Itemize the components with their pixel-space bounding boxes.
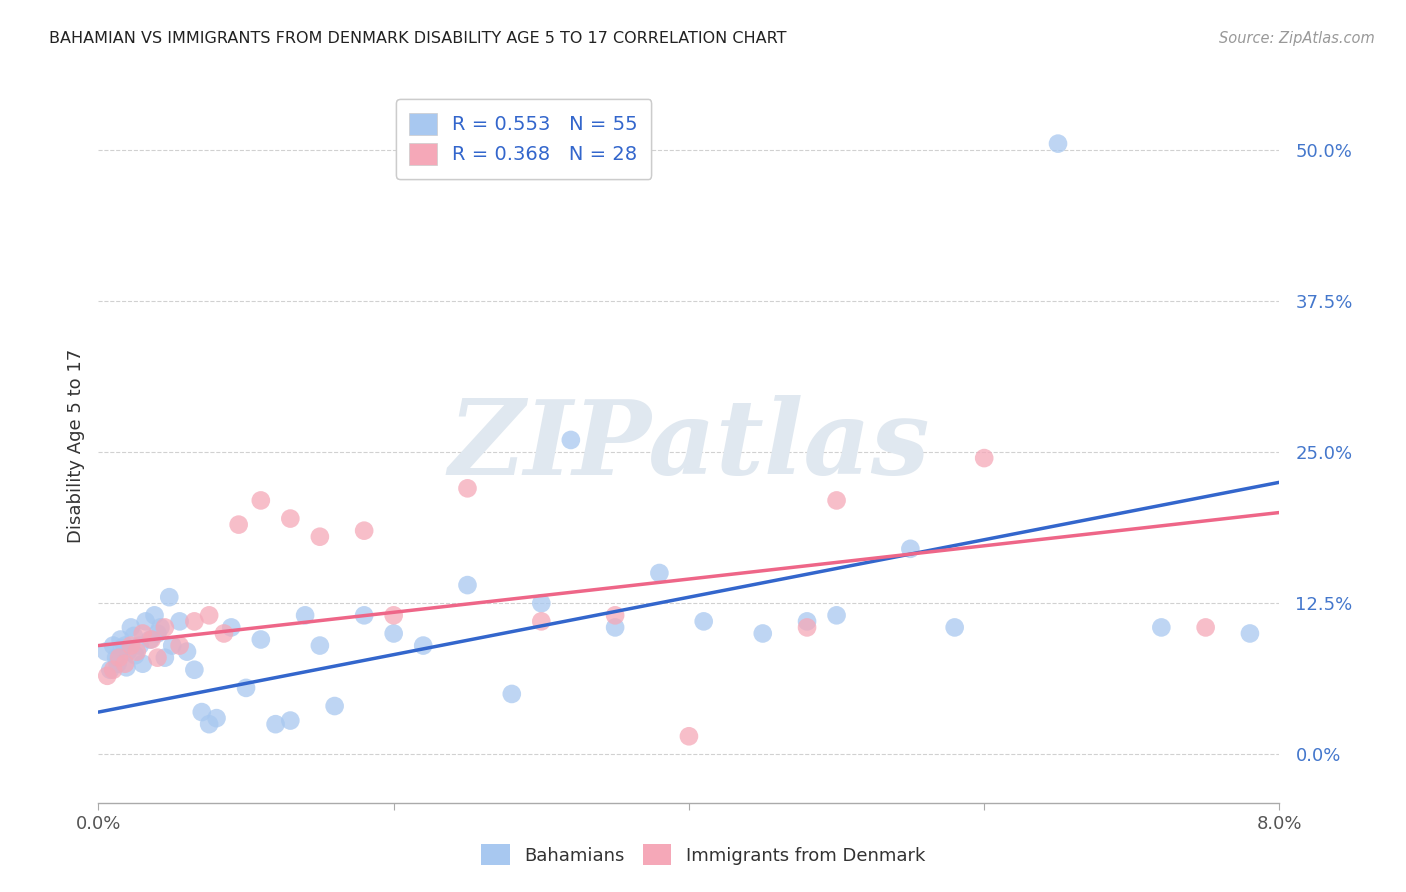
Point <box>692 615 714 629</box>
Point <box>219 620 242 634</box>
Point <box>153 650 176 665</box>
Point <box>146 650 169 665</box>
Point <box>250 632 273 647</box>
Point <box>294 608 316 623</box>
Point <box>382 608 405 623</box>
Point <box>796 620 818 634</box>
Point <box>124 648 146 663</box>
Point <box>143 608 166 623</box>
Point <box>183 615 205 629</box>
Point <box>1046 136 1069 151</box>
Point <box>114 657 136 671</box>
Point <box>162 639 183 653</box>
Point <box>560 433 582 447</box>
Point <box>117 645 139 659</box>
Point <box>110 632 132 647</box>
Point <box>456 578 478 592</box>
Point <box>898 541 921 556</box>
Point <box>308 639 332 653</box>
Point <box>1239 626 1261 640</box>
Point <box>501 687 523 701</box>
Point <box>169 639 191 653</box>
Text: ZIPatlas: ZIPatlas <box>449 395 929 497</box>
Point <box>825 608 848 623</box>
Point <box>605 608 627 623</box>
Point <box>278 511 301 525</box>
Point <box>128 639 150 653</box>
Point <box>111 640 134 655</box>
Point <box>146 626 169 640</box>
Point <box>205 711 228 725</box>
Point <box>107 657 129 671</box>
Point <box>141 632 163 647</box>
Point <box>183 663 205 677</box>
Point <box>212 626 235 640</box>
Point <box>1194 620 1216 634</box>
Point <box>153 620 176 634</box>
Point <box>176 645 198 659</box>
Point <box>98 663 121 677</box>
Point <box>530 596 553 610</box>
Point <box>94 645 117 659</box>
Point <box>456 481 478 495</box>
Point <box>323 699 346 714</box>
Point <box>96 669 118 683</box>
Point <box>114 639 136 653</box>
Point <box>796 615 818 629</box>
Text: BAHAMIAN VS IMMIGRANTS FROM DENMARK DISABILITY AGE 5 TO 17 CORRELATION CHART: BAHAMIAN VS IMMIGRANTS FROM DENMARK DISA… <box>49 31 787 46</box>
Point <box>648 566 671 580</box>
Point <box>132 657 155 671</box>
Point <box>120 639 142 653</box>
Point <box>120 620 142 634</box>
Point <box>139 632 162 647</box>
Point <box>132 626 155 640</box>
Text: Source: ZipAtlas.com: Source: ZipAtlas.com <box>1219 31 1375 46</box>
Point <box>190 705 214 719</box>
Y-axis label: Disability Age 5 to 17: Disability Age 5 to 17 <box>66 349 84 543</box>
Point <box>678 729 700 743</box>
Point <box>169 615 191 629</box>
Point <box>308 530 332 544</box>
Point <box>105 650 128 665</box>
Point <box>103 663 125 677</box>
Point <box>103 639 125 653</box>
Legend: R = 0.553   N = 55, R = 0.368   N = 28: R = 0.553 N = 55, R = 0.368 N = 28 <box>395 99 651 178</box>
Point <box>115 660 138 674</box>
Point <box>973 451 995 466</box>
Point <box>1150 620 1173 634</box>
Point <box>825 493 848 508</box>
Point <box>228 517 250 532</box>
Point <box>751 626 773 640</box>
Point <box>264 717 287 731</box>
Point <box>108 650 131 665</box>
Point <box>235 681 257 695</box>
Point <box>278 714 301 728</box>
Legend: Bahamians, Immigrants from Denmark: Bahamians, Immigrants from Denmark <box>472 835 934 874</box>
Point <box>530 615 553 629</box>
Point <box>149 620 172 634</box>
Point <box>135 615 157 629</box>
Point <box>353 524 375 538</box>
Point <box>943 620 966 634</box>
Point <box>122 629 145 643</box>
Point <box>125 645 148 659</box>
Point <box>605 620 627 634</box>
Point <box>157 590 180 604</box>
Point <box>250 493 273 508</box>
Point <box>198 608 221 623</box>
Point <box>382 626 405 640</box>
Point <box>198 717 221 731</box>
Point <box>412 639 434 653</box>
Point <box>353 608 375 623</box>
